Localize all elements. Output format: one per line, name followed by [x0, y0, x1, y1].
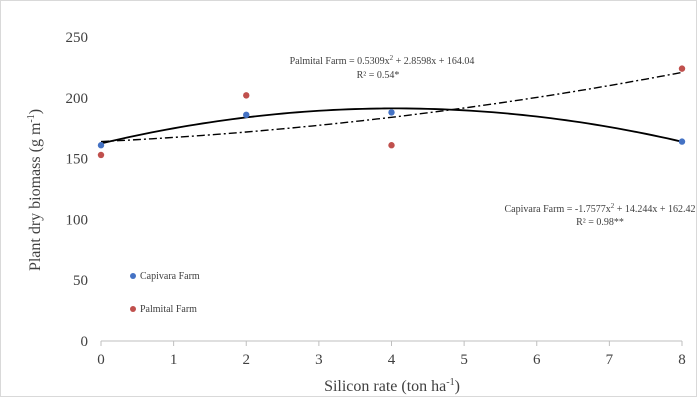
x-tick-label: 0: [97, 352, 105, 368]
legend-label-capivara: Capivara Farm: [140, 271, 200, 282]
x-tick-label: 4: [388, 352, 396, 368]
x-tick-label: 2: [243, 352, 251, 368]
trendline-capivara-farm: [100, 107, 683, 145]
x-tick-label: 3: [315, 352, 323, 368]
x-tick-label: 5: [460, 352, 468, 368]
trendline-palmital-farm: [100, 71, 683, 143]
data-point-capivara-farm: [388, 109, 395, 116]
data-points: [97, 65, 686, 159]
x-axis-title: Silicon rate (ton ha-1): [324, 377, 460, 395]
y-tick-label: 250: [66, 30, 89, 46]
legend-label-palmital: Palmital Farm: [140, 304, 197, 315]
capivara-equation: Capivara Farm = -1.7577x2 + 14.244x + 16…: [505, 202, 696, 215]
data-point-capivara-farm: [97, 142, 105, 149]
y-tick-label: 0: [81, 334, 89, 350]
x-tick-label: 6: [533, 352, 541, 368]
palmital-equation: Palmital Farm = 0.5309x2 + 2.8598x + 164…: [290, 54, 475, 67]
x-tick-label: 8: [678, 352, 686, 368]
x-tick-label: 7: [606, 352, 614, 368]
trend-lines: [100, 71, 683, 145]
legend-marker-capivara: [130, 273, 136, 279]
y-tick-label: 100: [66, 212, 89, 228]
data-point-capivara-farm: [243, 111, 250, 119]
data-point-palmital-farm: [388, 142, 395, 149]
legend-marker-palmital: [130, 306, 136, 312]
y-tick-label: 50: [73, 273, 88, 289]
y-axis-title: Plant dry biomass (g m-1): [26, 109, 44, 271]
legend: Capivara Farm Palmital Farm: [130, 271, 200, 315]
axes: 0 1 2 3 4 5 6 7 8 0 50 100 150 200 250: [66, 30, 686, 368]
y-tick-label: 200: [66, 91, 89, 107]
y-tick-label: 150: [66, 152, 89, 168]
palmital-r2: R² = 0.54*: [357, 70, 400, 81]
data-point-palmital-farm: [97, 151, 105, 159]
capivara-r2: R² = 0.98**: [576, 217, 624, 228]
x-tick-label: 1: [170, 352, 178, 368]
data-point-palmital-farm: [678, 65, 686, 72]
data-point-palmital-farm: [243, 92, 250, 99]
data-point-capivara-farm: [678, 138, 686, 145]
